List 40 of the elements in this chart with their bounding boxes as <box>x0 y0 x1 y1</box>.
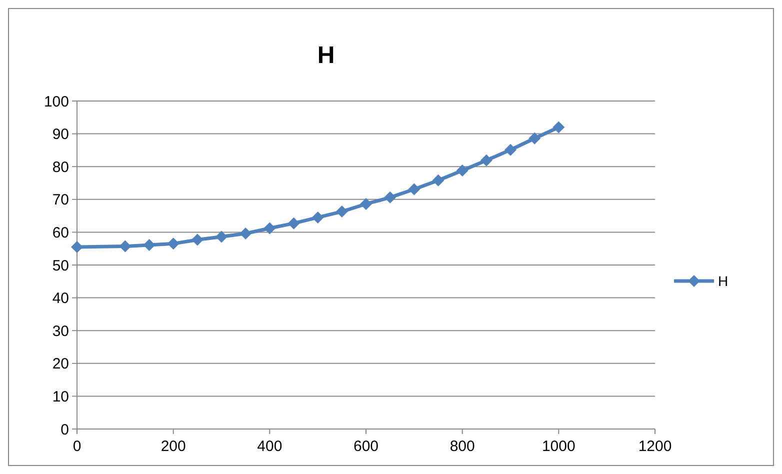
x-tick-label: 200 <box>160 438 186 455</box>
legend-label: H <box>718 272 728 289</box>
x-tick-label: 0 <box>72 438 82 455</box>
y-tick-label: 80 <box>52 158 69 176</box>
point <box>264 222 276 234</box>
x-tick-label: 800 <box>450 438 475 455</box>
point <box>312 211 324 224</box>
point <box>384 191 396 204</box>
point <box>360 198 372 210</box>
y-tick-label: 60 <box>52 224 69 242</box>
point <box>167 238 180 250</box>
point <box>528 132 541 144</box>
y-tick-label: 10 <box>52 388 69 406</box>
point <box>456 164 468 177</box>
point <box>480 154 492 166</box>
x-tick-label: 1200 <box>638 438 672 455</box>
chart-title: H <box>317 42 335 69</box>
point <box>119 240 132 252</box>
x-tick-label: 1000 <box>542 438 576 455</box>
y-tick-label: 20 <box>52 356 69 373</box>
y-tick-label: 90 <box>52 126 69 144</box>
y-tick-label: 50 <box>52 257 69 274</box>
point <box>288 217 300 230</box>
point <box>143 238 156 251</box>
point <box>552 121 565 134</box>
point <box>240 228 252 240</box>
y-tick-label: 40 <box>52 290 69 308</box>
x-tick-label: 400 <box>257 438 282 455</box>
y-tick-label: 70 <box>52 192 69 209</box>
y-tick-label: 100 <box>44 93 69 110</box>
x-tick-label: 600 <box>353 438 379 455</box>
y-tick-label: 30 <box>52 322 69 340</box>
point <box>216 230 228 243</box>
point <box>71 240 83 253</box>
point <box>504 144 516 156</box>
point <box>191 234 204 246</box>
point <box>432 174 444 186</box>
point <box>408 183 420 196</box>
y-tick-label: 0 <box>60 421 69 438</box>
point <box>336 206 348 218</box>
